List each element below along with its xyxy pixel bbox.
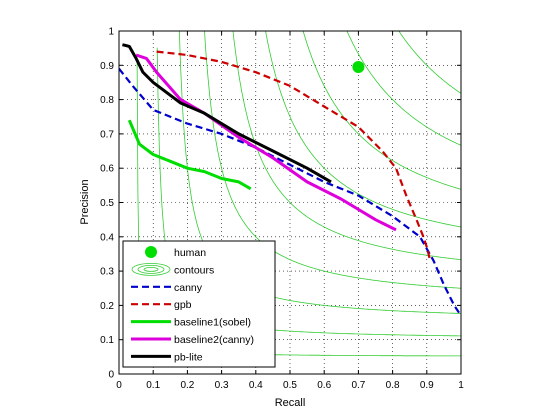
axis-ticks: 0 0.1 0.2 0.3 0.4 0.5 0.6 0.7 0.8 0.9 1 0 0.1 0.2 0.3 0… bbox=[100, 27, 464, 392]
iso-f-contour bbox=[265, 31, 461, 228]
series-line-pb-lite bbox=[122, 43, 332, 184]
legend-label-gpb: gpb bbox=[174, 299, 192, 311]
iso-f-contour bbox=[204, 31, 461, 289]
series-line-baseline2-canny bbox=[135, 53, 397, 232]
series-line-baseline1-sobel bbox=[127, 119, 252, 191]
x-tick-label: 0.3 bbox=[215, 380, 229, 391]
series-group bbox=[119, 43, 461, 317]
x-axis-label: Recall bbox=[275, 397, 306, 409]
x-tick-label: 0.8 bbox=[386, 380, 400, 391]
legend-swatch-contours bbox=[131, 262, 171, 276]
legend-label-human: human bbox=[174, 247, 206, 259]
y-tick-label: 0.2 bbox=[100, 301, 114, 312]
series-point-human bbox=[352, 61, 365, 74]
legend: human contours canny gpb baseline1(sobel) bas… bbox=[122, 240, 276, 368]
y-tick-label: 0.3 bbox=[100, 267, 114, 278]
legend-label-baseline1-sobel: baseline1(sobel) bbox=[174, 317, 251, 329]
x-tick-label: 0.6 bbox=[317, 380, 331, 391]
y-tick-label: 1 bbox=[108, 27, 114, 38]
x-tick-label: 0.4 bbox=[249, 380, 263, 391]
series-line-gpb bbox=[156, 50, 432, 262]
x-tick-label: 0.5 bbox=[283, 380, 297, 391]
y-tick-label: 0.9 bbox=[100, 61, 114, 72]
x-tick-label: 0.7 bbox=[351, 380, 365, 391]
iso-f-contour bbox=[398, 31, 461, 94]
y-tick-label: 0.7 bbox=[100, 129, 114, 140]
legend-swatch-human bbox=[145, 246, 157, 258]
x-tick-label: 0.2 bbox=[180, 380, 194, 391]
iso-f-contour bbox=[302, 31, 461, 190]
iso-f-contour bbox=[346, 31, 461, 146]
y-tick-label: 0.6 bbox=[100, 164, 114, 175]
x-tick-label: 1 bbox=[458, 380, 464, 391]
x-tick-label: 0.1 bbox=[146, 380, 160, 391]
legend-label-canny: canny bbox=[174, 282, 203, 294]
x-tick-label: 0 bbox=[116, 380, 122, 391]
legend-label-contours: contours bbox=[174, 264, 214, 276]
y-axis-label: Precision bbox=[79, 179, 91, 224]
legend-label-pb-lite: pb-lite bbox=[174, 351, 203, 363]
iso-f-contour bbox=[232, 31, 461, 261]
legend-label-baseline2-canny: baseline2(canny) bbox=[174, 334, 254, 346]
y-tick-label: 0 bbox=[108, 370, 114, 381]
y-tick-label: 0.8 bbox=[100, 95, 114, 106]
y-tick-label: 0.1 bbox=[100, 335, 114, 346]
y-tick-label: 0.4 bbox=[100, 232, 114, 243]
y-tick-label: 0.5 bbox=[100, 198, 114, 209]
x-tick-label: 0.9 bbox=[420, 380, 434, 391]
